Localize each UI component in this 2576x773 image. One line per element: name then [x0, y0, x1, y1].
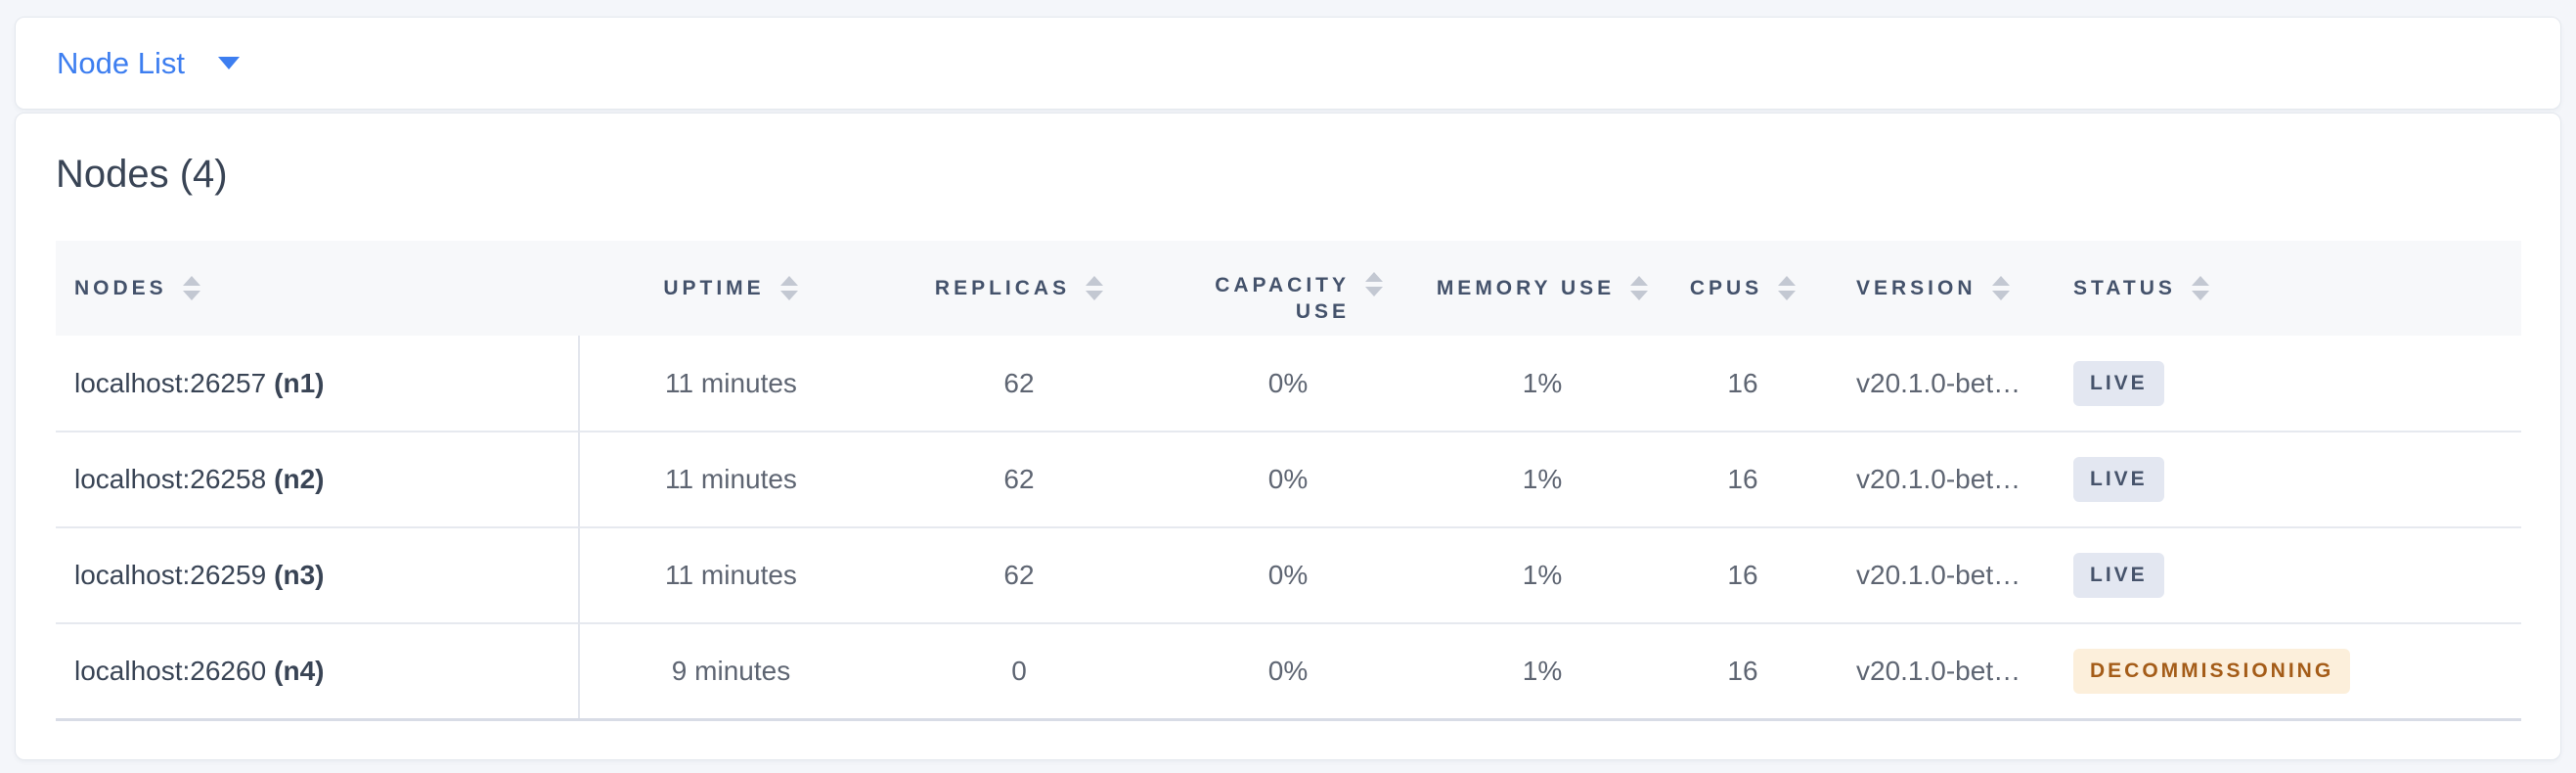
version-cell: v20.1.0-bet…	[1821, 431, 2046, 527]
uptime-cell: 11 minutes	[579, 526, 882, 623]
version-cell: v20.1.0-bet…	[1821, 526, 2046, 623]
status-badge: LIVE	[2073, 457, 2164, 502]
memory-use-cell: 1%	[1522, 367, 1563, 398]
sort-icon[interactable]	[1630, 276, 1649, 300]
table-row[interactable]: localhost:26257 (n1) 11 minutes 62 0% 1% …	[56, 336, 2521, 432]
cpus-cell: 16	[1727, 367, 1758, 398]
sort-icon[interactable]	[1086, 276, 1104, 300]
column-header-version[interactable]: VERSION	[1821, 241, 2046, 336]
column-header-nodes[interactable]: NODES	[56, 241, 579, 336]
table-row[interactable]: localhost:26259 (n3) 11 minutes 62 0% 1% …	[56, 526, 2521, 623]
table-header-row: NODES UPTIME REPLICAS	[56, 241, 2521, 336]
uptime-cell: 11 minutes	[665, 367, 797, 398]
column-header-uptime[interactable]: UPTIME	[579, 241, 882, 336]
memory-use-cell: 1%	[1420, 526, 1665, 623]
cpus-cell: 16	[1665, 431, 1821, 527]
replicas-cell: 0	[882, 622, 1156, 721]
node-name-cell[interactable]: localhost:26259 (n3)	[56, 526, 580, 623]
replicas-cell: 62	[882, 431, 1156, 527]
replicas-cell: 62	[882, 526, 1156, 623]
capacity-use-cell: 0%	[1156, 526, 1420, 623]
capacity-use-cell: 0%	[1156, 622, 1420, 721]
cpus-cell: 16	[1665, 622, 1821, 721]
node-list-dropdown-label: Node List	[57, 45, 185, 80]
status-cell: LIVE	[2046, 431, 2521, 527]
caret-down-icon	[217, 57, 240, 69]
column-header-memory-use[interactable]: MEMORY USE	[1420, 241, 1665, 336]
node-name-cell[interactable]: localhost:26260 (n4)	[56, 622, 580, 721]
status-badge: DECOMMISSIONING	[2073, 648, 2351, 694]
column-header-replicas[interactable]: REPLICAS	[882, 241, 1156, 336]
sort-icon[interactable]	[1365, 271, 1383, 296]
version-cell: v20.1.0-bet…	[1821, 622, 2046, 721]
sort-icon[interactable]	[182, 276, 200, 300]
cpus-cell: 16	[1665, 526, 1821, 623]
column-header-capacity-use[interactable]: CAPACITY USE	[1156, 241, 1420, 336]
status-cell: LIVE	[2046, 526, 2521, 623]
status-badge: LIVE	[2073, 553, 2164, 598]
status-badge: LIVE	[2073, 360, 2164, 406]
table-row[interactable]: localhost:26258 (n2) 11 minutes 62 0% 1% …	[56, 431, 2521, 527]
node-list-dropdown[interactable]: Node List	[57, 46, 240, 81]
status-cell: LIVE	[2046, 336, 2521, 432]
memory-use-cell: 1%	[1420, 431, 1665, 527]
sort-icon[interactable]	[1991, 276, 2010, 300]
nodes-panel: Nodes (4) NODES	[15, 113, 2561, 760]
node-name-cell[interactable]: localhost:26258 (n2)	[56, 431, 580, 527]
view-selector-bar: Node List	[15, 17, 2561, 110]
sort-icon[interactable]	[2191, 276, 2209, 300]
memory-use-cell: 1%	[1420, 622, 1665, 721]
nodes-table: NODES UPTIME REPLICAS	[56, 241, 2521, 721]
column-header-cpus[interactable]: CPUS	[1665, 241, 1821, 336]
status-cell: DECOMMISSIONING	[2046, 622, 2521, 721]
column-header-status[interactable]: STATUS	[2046, 241, 2521, 336]
node-name-cell[interactable]: localhost:26257 (n1)	[56, 336, 580, 432]
sort-icon[interactable]	[1778, 276, 1797, 300]
sort-icon[interactable]	[779, 276, 798, 300]
page-title: Nodes (4)	[56, 153, 228, 196]
replicas-cell: 62	[1003, 367, 1035, 398]
uptime-cell: 9 minutes	[579, 622, 882, 721]
version-cell: v20.1.0-bet…	[1856, 367, 2021, 398]
uptime-cell: 11 minutes	[579, 431, 882, 527]
capacity-use-cell: 0%	[1267, 367, 1309, 398]
capacity-use-cell: 0%	[1156, 431, 1420, 527]
table-row[interactable]: localhost:26260 (n4) 9 minutes 0 0% 1% 16…	[56, 622, 2521, 721]
